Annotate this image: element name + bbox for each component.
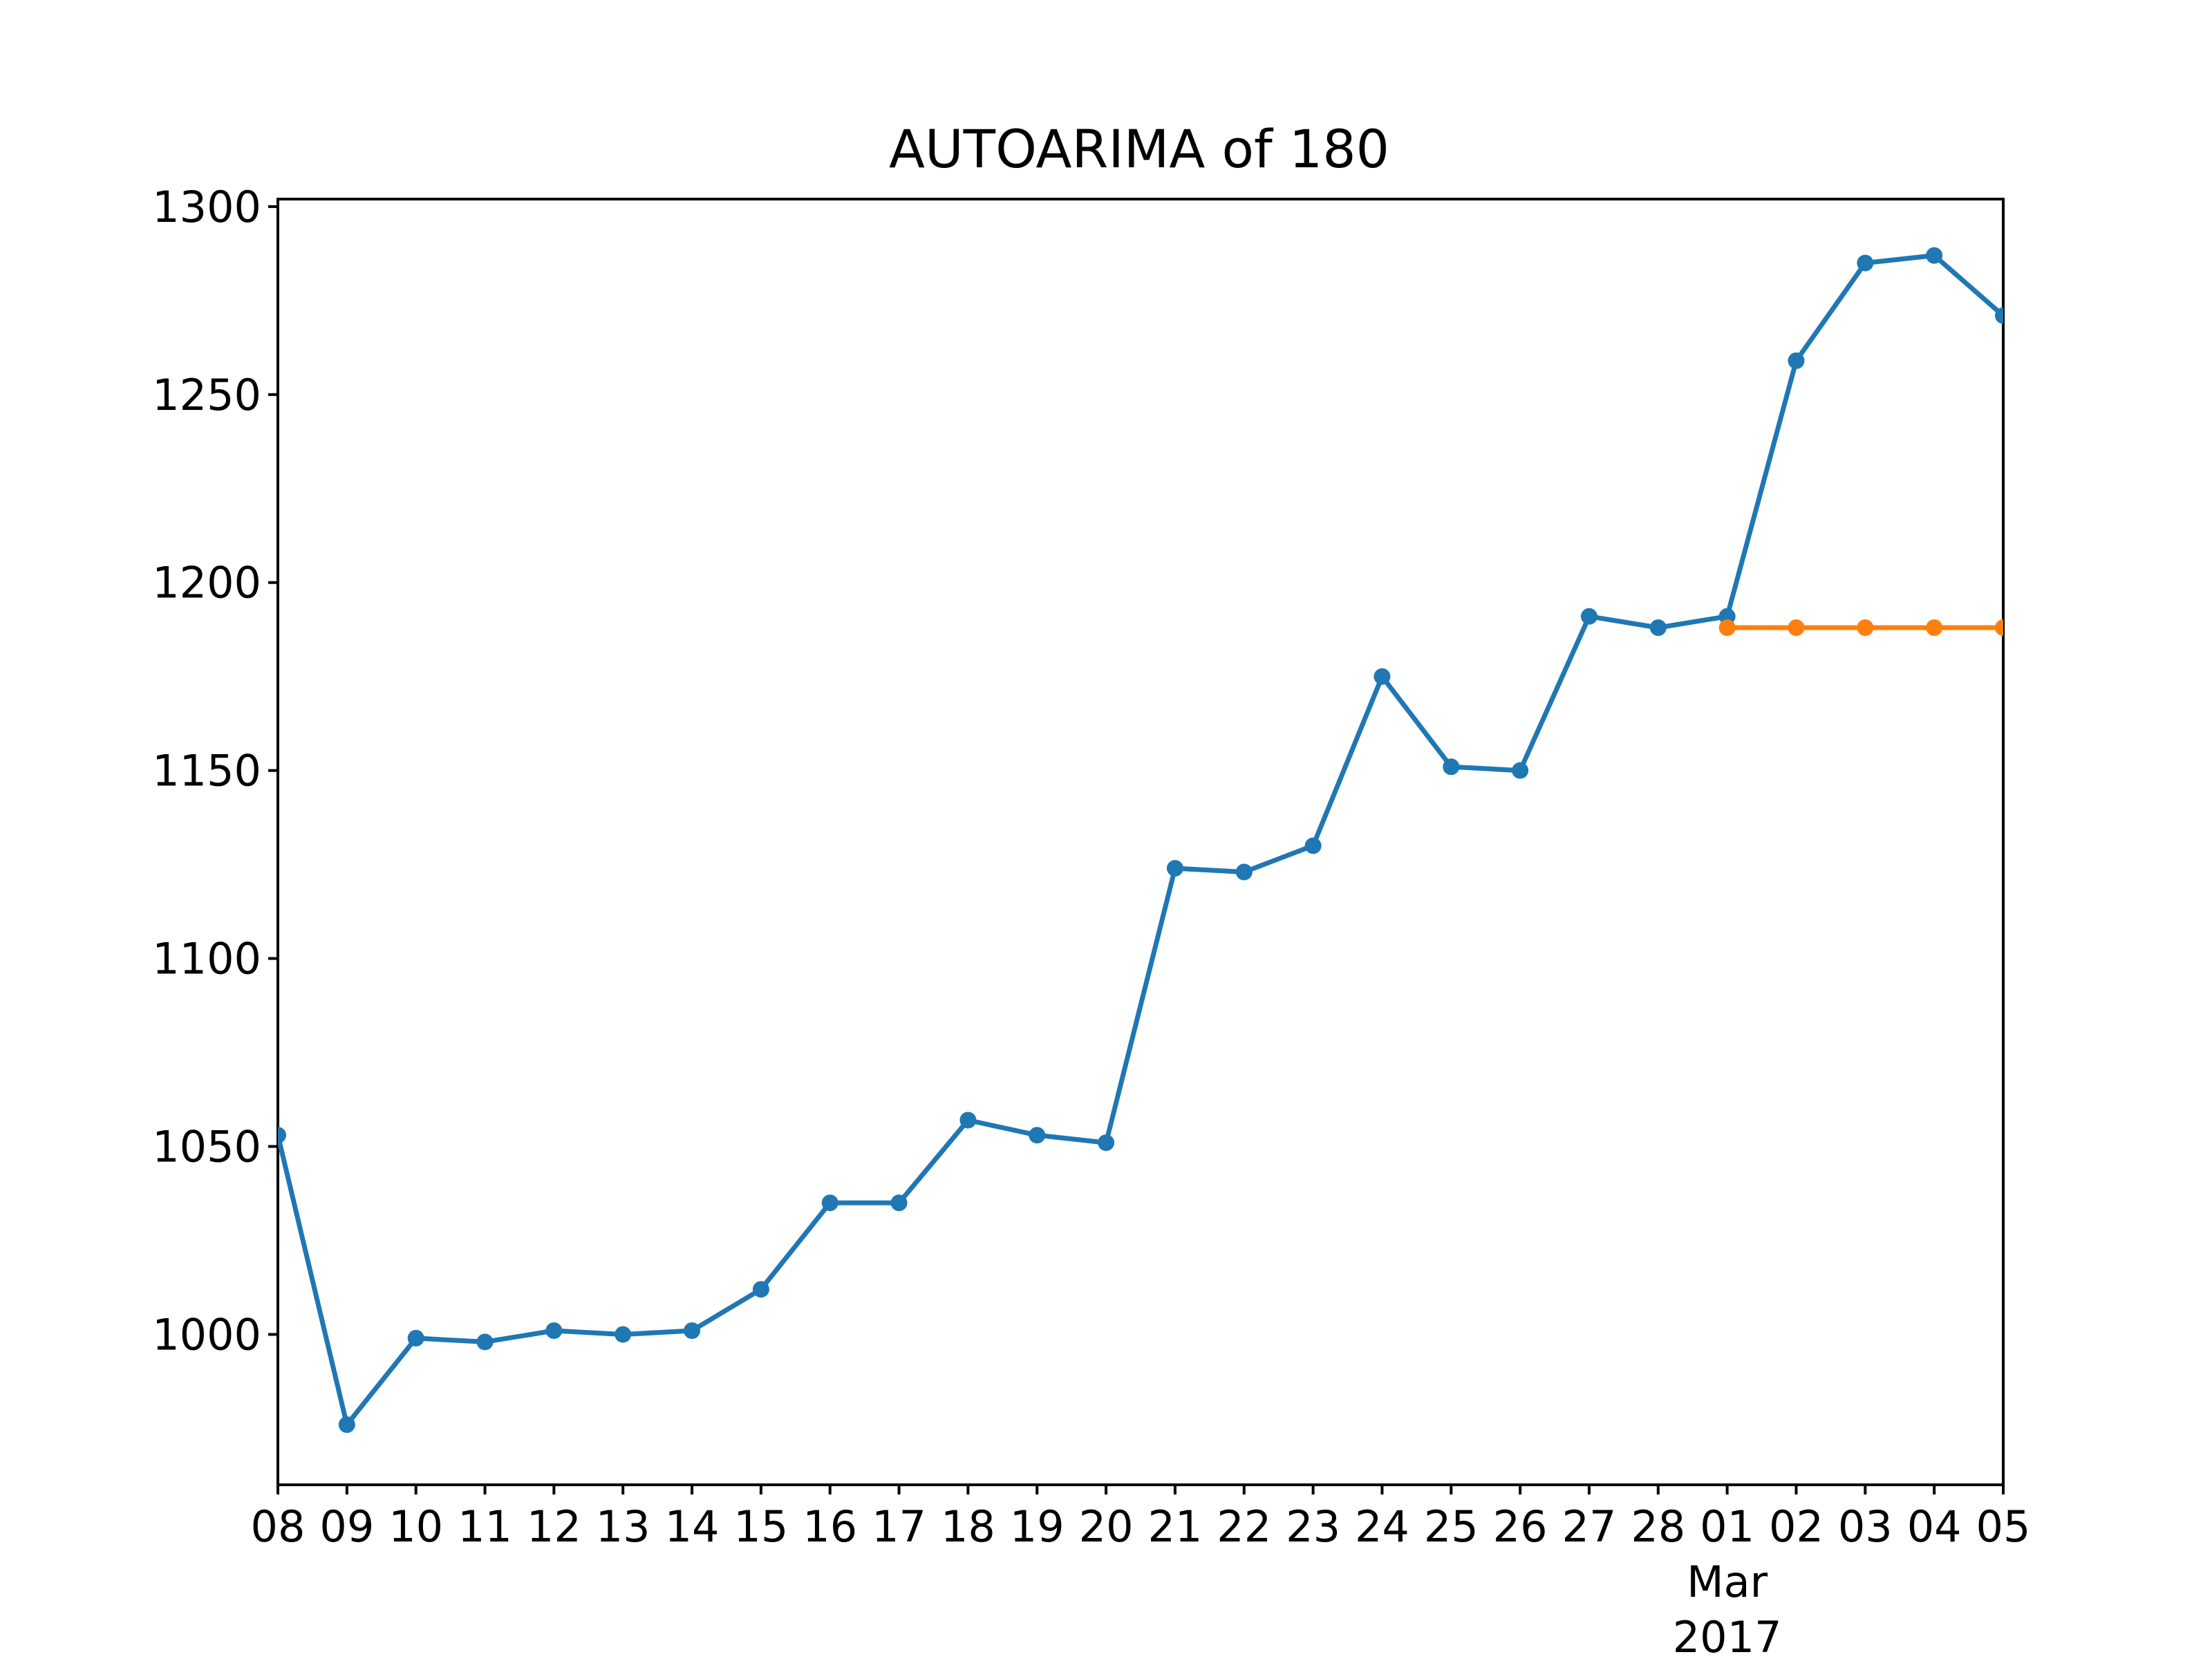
data-point-blue — [959, 1112, 977, 1129]
x-tick-label: 18 — [941, 1501, 995, 1552]
y-tick-label: 1250 — [152, 370, 261, 420]
series-group — [278, 247, 2003, 1433]
x-tick-label: 17 — [872, 1501, 926, 1552]
data-point-blue — [684, 1322, 701, 1340]
data-point-orange — [1718, 619, 1736, 636]
x-tick-label: 21 — [1147, 1501, 1202, 1552]
x-tick-label: 04 — [1907, 1501, 1962, 1552]
data-point-blue — [338, 1416, 355, 1433]
data-point-blue — [1995, 307, 2003, 324]
x-tick-label: 26 — [1493, 1501, 1548, 1552]
data-point-orange — [1857, 619, 1874, 636]
data-point-blue — [545, 1322, 563, 1340]
x-tick-label: 10 — [388, 1501, 443, 1552]
x-tick-label: 14 — [665, 1501, 720, 1552]
x-tick-label: 28 — [1631, 1501, 1685, 1552]
data-point-blue — [1857, 254, 1874, 272]
x-tick-label: 27 — [1562, 1501, 1617, 1552]
data-point-blue — [1029, 1127, 1046, 1144]
data-point-orange — [1995, 619, 2003, 636]
x-tick-label: 23 — [1286, 1501, 1340, 1552]
y-tick-label: 1050 — [152, 1122, 261, 1172]
x-tick-label: 20 — [1079, 1501, 1134, 1552]
x-tick-label: 19 — [1010, 1501, 1065, 1552]
data-point-blue — [1788, 352, 1805, 369]
data-point-blue — [890, 1194, 908, 1212]
data-point-blue — [1304, 837, 1322, 854]
data-point-orange — [1926, 619, 1943, 636]
data-point-blue — [1166, 860, 1183, 877]
data-point-blue — [278, 1127, 286, 1144]
x-axis: 08 09 10 11 12 13 14 15 16 17 18 19 20 21 22 23 24 25 26 27… — [251, 1485, 2031, 1659]
x-tick-label: 03 — [1838, 1501, 1893, 1552]
x-tick-label: 22 — [1217, 1501, 1271, 1552]
y-tick-label: 1100 — [152, 934, 261, 984]
x-tick-year-label: 2017 — [1673, 1612, 1782, 1659]
data-point-blue — [1512, 762, 1529, 779]
y-tick-label: 1300 — [152, 182, 261, 232]
data-point-blue — [1374, 668, 1391, 685]
y-tick-label: 1200 — [152, 558, 261, 608]
data-point-blue — [476, 1333, 494, 1351]
x-tick-label: 25 — [1424, 1501, 1479, 1552]
x-tick-label: 13 — [596, 1501, 650, 1552]
x-tick-label: 24 — [1355, 1501, 1409, 1552]
data-point-blue — [1443, 758, 1460, 776]
x-tick-label: 16 — [803, 1501, 857, 1552]
data-point-orange — [1788, 619, 1805, 636]
data-point-blue — [1580, 608, 1597, 625]
x-tick-label: 11 — [458, 1501, 512, 1552]
y-tick-label: 1150 — [152, 746, 261, 796]
data-point-blue — [1235, 863, 1253, 881]
x-tick-label: 05 — [1976, 1501, 2031, 1552]
y-axis: 1000 1050 1100 1150 1200 1250 1300 — [152, 182, 278, 1360]
x-tick-label: 12 — [527, 1501, 581, 1552]
series-line-blue — [278, 253, 2003, 1427]
chart-title: AUTOARIMA of 180 — [889, 118, 1389, 180]
x-tick-label: 02 — [1769, 1501, 1824, 1552]
data-point-blue — [1926, 247, 1943, 264]
x-tick-label: 01 — [1700, 1501, 1754, 1552]
data-point-blue — [821, 1194, 838, 1212]
data-point-blue — [615, 1326, 632, 1343]
data-point-blue — [1649, 619, 1667, 636]
x-tick-label: 09 — [319, 1501, 374, 1552]
data-point-blue — [1098, 1134, 1115, 1152]
data-point-blue — [752, 1281, 769, 1298]
plot-series — [278, 247, 2003, 1433]
y-tick-label: 1000 — [152, 1309, 261, 1360]
x-tick-label: 08 — [251, 1501, 306, 1552]
x-tick-label: 15 — [733, 1501, 788, 1552]
plot-area-frame — [276, 198, 2005, 1486]
data-point-blue — [407, 1329, 424, 1347]
x-tick-month-label: Mar — [1687, 1557, 1768, 1607]
